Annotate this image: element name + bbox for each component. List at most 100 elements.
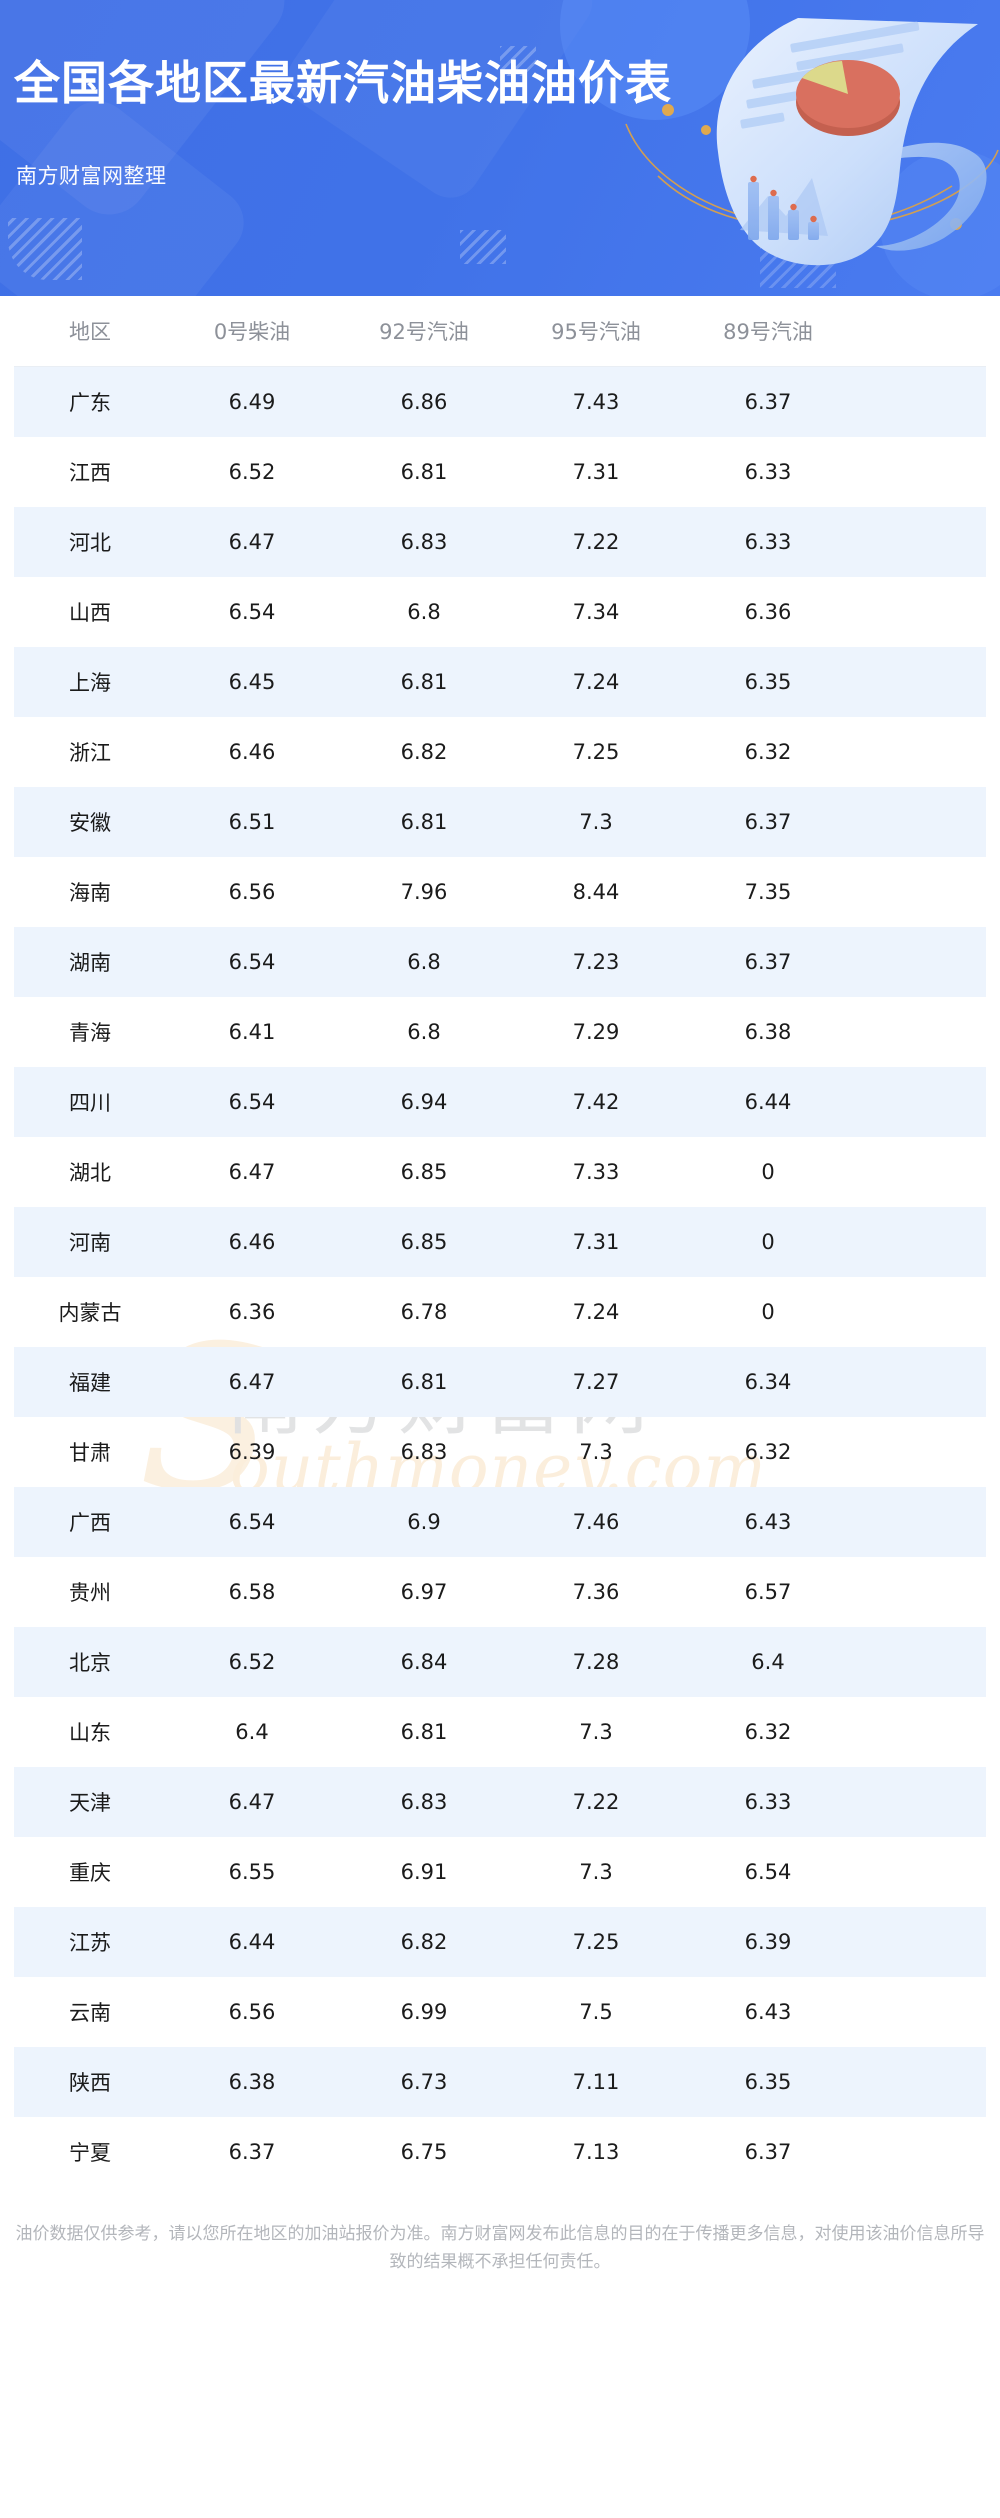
cell-diesel-0: 6.54 bbox=[228, 600, 276, 624]
cell-region: 四川 bbox=[69, 1091, 111, 1115]
cell-gas-92: 6.84 bbox=[400, 1650, 448, 1674]
cell-gas-92: 6.91 bbox=[400, 1860, 448, 1884]
cell-diesel-0: 6.56 bbox=[228, 880, 276, 904]
cell-diesel-0: 6.37 bbox=[228, 2140, 276, 2164]
cell-gas-95: 7.25 bbox=[572, 740, 620, 764]
cell-gas-95: 7.42 bbox=[572, 1090, 620, 1114]
cell-gas-95: 7.3 bbox=[579, 1720, 613, 1744]
cell-region: 浙江 bbox=[69, 741, 111, 765]
cell-gas-92: 6.99 bbox=[400, 2000, 448, 2024]
cell-gas-92: 6.86 bbox=[400, 390, 448, 414]
cell-gas-95: 7.34 bbox=[572, 600, 620, 624]
cell-region: 重庆 bbox=[69, 1861, 111, 1885]
cell-diesel-0: 6.52 bbox=[228, 460, 276, 484]
cell-diesel-0: 6.54 bbox=[228, 1510, 276, 1534]
cell-gas-95: 7.3 bbox=[579, 1860, 613, 1884]
table-row: 天津 6.47 6.83 7.22 6.33 bbox=[14, 1767, 986, 1837]
cell-region: 内蒙古 bbox=[58, 1301, 122, 1325]
cell-gas-92: 6.83 bbox=[400, 1440, 448, 1464]
cell-gas-95: 7.33 bbox=[572, 1160, 620, 1184]
cell-gas-92: 6.97 bbox=[400, 1580, 448, 1604]
cell-region: 河南 bbox=[69, 1231, 111, 1255]
cell-region: 宁夏 bbox=[69, 2141, 111, 2165]
cell-gas-89: 0 bbox=[761, 1230, 775, 1254]
cell-diesel-0: 6.54 bbox=[228, 1090, 276, 1114]
cell-gas-92: 6.94 bbox=[400, 1090, 448, 1114]
cell-diesel-0: 6.49 bbox=[228, 390, 276, 414]
table-row: 云南 6.56 6.99 7.5 6.43 bbox=[14, 1977, 986, 2047]
cell-gas-92: 6.9 bbox=[407, 1510, 441, 1534]
cell-gas-89: 6.38 bbox=[744, 1020, 792, 1044]
table-row: 海南 6.56 7.96 8.44 7.35 bbox=[14, 857, 986, 927]
price-table: 地区 0号柴油 92号汽油 95号汽油 89号汽油 广东 6.49 6.86 7.43… bbox=[0, 296, 1000, 2187]
cell-region: 江苏 bbox=[69, 1931, 111, 1955]
cell-gas-95: 7.11 bbox=[572, 2070, 620, 2094]
cell-diesel-0: 6.46 bbox=[228, 1230, 276, 1254]
cell-region: 贵州 bbox=[69, 1581, 111, 1605]
banner-hatch-1 bbox=[8, 218, 82, 280]
cell-gas-95: 7.23 bbox=[572, 950, 620, 974]
cell-diesel-0: 6.51 bbox=[228, 810, 276, 834]
table-row: 湖北 6.47 6.85 7.33 0 bbox=[14, 1137, 986, 1207]
cell-gas-89: 6.32 bbox=[744, 740, 792, 764]
table-row: 广西 6.54 6.9 7.46 6.43 bbox=[14, 1487, 986, 1557]
disclaimer-footer: 油价数据仅供参考，请以您所在地区的加油站报价为准。南方财富网发布此信息的目的在于… bbox=[0, 2187, 1000, 2300]
cell-diesel-0: 6.58 bbox=[228, 1580, 276, 1604]
cell-gas-92: 6.73 bbox=[400, 2070, 448, 2094]
cell-region: 甘肃 bbox=[69, 1441, 111, 1465]
cell-gas-95: 7.36 bbox=[572, 1580, 620, 1604]
table-row: 河南 6.46 6.85 7.31 0 bbox=[14, 1207, 986, 1277]
cell-gas-89: 6.37 bbox=[744, 2140, 792, 2164]
cell-gas-95: 8.44 bbox=[572, 880, 620, 904]
cell-gas-92: 7.96 bbox=[400, 880, 448, 904]
cell-region: 江西 bbox=[69, 461, 111, 485]
table-row: 宁夏 6.37 6.75 7.13 6.37 bbox=[14, 2117, 986, 2187]
cell-gas-89: 6.4 bbox=[751, 1650, 785, 1674]
cell-gas-95: 7.22 bbox=[572, 1790, 620, 1814]
page-title: 全国各地区最新汽油柴油油价表 bbox=[14, 56, 672, 110]
cell-gas-89: 6.57 bbox=[744, 1580, 792, 1604]
cell-gas-89: 6.32 bbox=[744, 1440, 792, 1464]
cell-gas-95: 7.43 bbox=[572, 390, 620, 414]
cell-diesel-0: 6.45 bbox=[228, 670, 276, 694]
cell-gas-89: 7.35 bbox=[744, 880, 792, 904]
table-row: 广东 6.49 6.86 7.43 6.37 bbox=[14, 367, 986, 437]
cell-gas-95: 7.13 bbox=[572, 2140, 620, 2164]
cell-region: 河北 bbox=[69, 531, 111, 555]
cell-gas-92: 6.85 bbox=[400, 1160, 448, 1184]
cell-gas-89: 6.37 bbox=[744, 390, 792, 414]
cell-gas-92: 6.83 bbox=[400, 1790, 448, 1814]
table-row: 内蒙古 6.36 6.78 7.24 0 bbox=[14, 1277, 986, 1347]
cell-gas-92: 6.81 bbox=[400, 810, 448, 834]
table-row: 安徽 6.51 6.81 7.3 6.37 bbox=[14, 787, 986, 857]
cell-gas-95: 7.46 bbox=[572, 1510, 620, 1534]
cell-region: 湖南 bbox=[69, 951, 111, 975]
cell-gas-89: 6.33 bbox=[744, 1790, 792, 1814]
table-row: 湖南 6.54 6.8 7.23 6.37 bbox=[14, 927, 986, 997]
cell-diesel-0: 6.55 bbox=[228, 1860, 276, 1884]
table-row: 江西 6.52 6.81 7.31 6.33 bbox=[14, 437, 986, 507]
cell-region: 福建 bbox=[69, 1371, 111, 1395]
cell-gas-95: 7.22 bbox=[572, 530, 620, 554]
column-header-diesel-0: 0号柴油 bbox=[213, 320, 291, 344]
cell-diesel-0: 6.47 bbox=[228, 1370, 276, 1394]
cell-gas-92: 6.78 bbox=[400, 1300, 448, 1324]
cell-gas-95: 7.31 bbox=[572, 1230, 620, 1254]
cell-diesel-0: 6.41 bbox=[228, 1020, 276, 1044]
cell-region: 广东 bbox=[69, 391, 111, 415]
table-row: 陕西 6.38 6.73 7.11 6.35 bbox=[14, 2047, 986, 2117]
cell-gas-95: 7.31 bbox=[572, 460, 620, 484]
cell-diesel-0: 6.46 bbox=[228, 740, 276, 764]
cell-gas-89: 6.36 bbox=[744, 600, 792, 624]
cell-gas-92: 6.85 bbox=[400, 1230, 448, 1254]
cell-gas-89: 6.43 bbox=[744, 2000, 792, 2024]
cell-gas-89: 6.43 bbox=[744, 1510, 792, 1534]
cell-gas-95: 7.25 bbox=[572, 1930, 620, 1954]
cell-gas-95: 7.5 bbox=[579, 2000, 613, 2024]
table-row: 江苏 6.44 6.82 7.25 6.39 bbox=[14, 1907, 986, 1977]
table-row: 四川 6.54 6.94 7.42 6.44 bbox=[14, 1067, 986, 1137]
banner-hatch-3 bbox=[460, 230, 506, 264]
page-header-banner: 全国各地区最新汽油柴油油价表 南方财富网整理 bbox=[0, 0, 1000, 296]
cell-gas-92: 6.81 bbox=[400, 1720, 448, 1744]
